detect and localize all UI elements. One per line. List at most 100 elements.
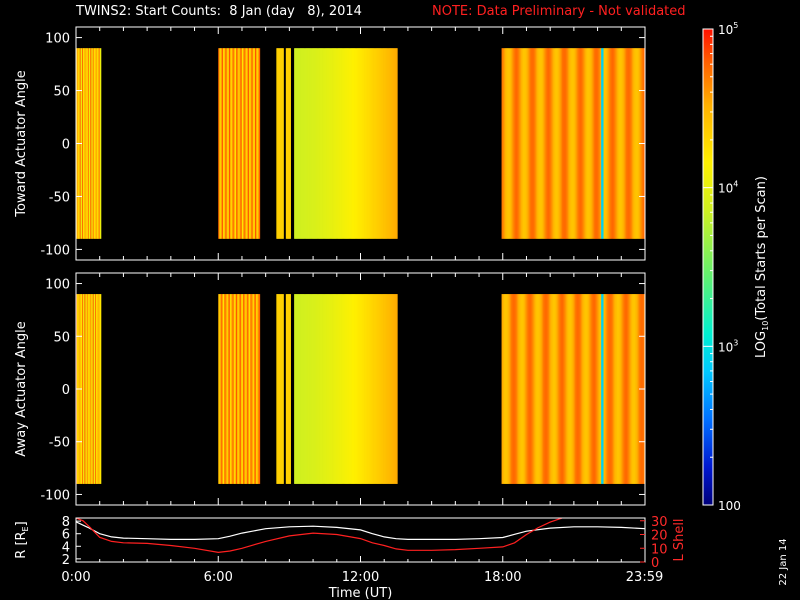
- heat-cell: [621, 48, 623, 239]
- heat-cell: [278, 294, 281, 484]
- heat-cell: [505, 294, 507, 484]
- heat-cell: [332, 48, 334, 239]
- heat-cell: [548, 48, 551, 239]
- heat-cell: [547, 48, 550, 239]
- heat-cell: [340, 48, 342, 239]
- heat-cell: [371, 294, 373, 484]
- heat-cell: [608, 294, 610, 484]
- heat-cell: [333, 48, 335, 239]
- heat-cell: [508, 294, 511, 484]
- heat-cell: [637, 294, 640, 484]
- heat-cell: [586, 48, 589, 239]
- heat-cell: [256, 294, 258, 484]
- heat-cell: [249, 48, 251, 239]
- heat-cell: [599, 48, 602, 239]
- heat-cell: [624, 294, 627, 484]
- heat-cell: [297, 294, 300, 484]
- heat-cell: [508, 48, 511, 239]
- heat-cell: [93, 294, 96, 484]
- y-tick-label: 0: [62, 138, 70, 153]
- heat-cell: [515, 294, 518, 484]
- heat-cell: [524, 294, 526, 484]
- heat-cell: [519, 48, 521, 239]
- y-tick-right-label: 30: [651, 515, 668, 530]
- heat-cell: [630, 294, 633, 484]
- heat-cell: [255, 48, 257, 239]
- heat-cell: [94, 294, 97, 484]
- heat-cell: [388, 294, 391, 484]
- heat-cell: [218, 48, 220, 239]
- heat-cell: [328, 294, 331, 484]
- heat-cell: [360, 294, 363, 484]
- heat-cell: [323, 294, 326, 484]
- heat-cell: [554, 294, 557, 484]
- heat-cell: [617, 294, 620, 484]
- heat-cell: [366, 48, 369, 239]
- y-tick-label: 50: [53, 85, 70, 100]
- x-tick-label: 18:00: [484, 570, 521, 585]
- heat-cell: [620, 294, 622, 484]
- heat-cell: [233, 294, 236, 484]
- colorbar-tick-label: 103: [718, 338, 738, 354]
- heat-cell: [337, 48, 340, 239]
- heat-cell: [304, 48, 307, 239]
- heat-cell: [381, 294, 384, 484]
- heat-cell: [354, 48, 357, 239]
- heat-cell: [257, 48, 259, 239]
- heat-cell: [279, 48, 282, 239]
- data-block: [294, 48, 398, 239]
- heat-cell: [276, 48, 278, 239]
- heat-cell: [92, 294, 95, 484]
- heat-cell: [281, 48, 283, 239]
- heat-cell: [533, 294, 536, 484]
- heat-cell: [224, 294, 226, 484]
- heat-cell: [591, 48, 594, 239]
- heat-cell: [634, 48, 636, 239]
- heat-cell: [527, 48, 530, 239]
- heat-cell: [375, 48, 378, 239]
- heat-cell: [635, 48, 638, 239]
- heat-cell: [366, 294, 369, 484]
- colorbar-tick-label: 104: [718, 180, 738, 196]
- heat-cell: [622, 48, 625, 239]
- heat-cell: [302, 294, 304, 484]
- heat-cell: [578, 48, 581, 239]
- heat-cell: [343, 294, 346, 484]
- heat-cell: [257, 294, 259, 484]
- heat-cell: [579, 48, 582, 239]
- heat-cell: [635, 294, 638, 484]
- heat-cell: [356, 48, 359, 239]
- heat-cell: [602, 48, 604, 239]
- heat-cell: [255, 294, 257, 484]
- heat-cell: [355, 294, 358, 484]
- heat-cell: [594, 48, 596, 239]
- heat-cell: [538, 48, 540, 239]
- heat-cell: [610, 48, 613, 239]
- heat-cell: [240, 48, 243, 239]
- heat-cell: [87, 48, 90, 239]
- heat-cell: [324, 294, 327, 484]
- heat-cell: [305, 48, 308, 239]
- heat-cell: [379, 48, 382, 239]
- heat-cell: [94, 48, 97, 239]
- heat-cell: [553, 48, 556, 239]
- heat-cell: [295, 48, 297, 239]
- heat-cell: [313, 48, 315, 239]
- heat-cell: [507, 48, 510, 239]
- heat-cell: [333, 294, 335, 484]
- heat-cell: [592, 294, 595, 484]
- heat-cell: [89, 294, 91, 484]
- heat-cell: [277, 48, 280, 239]
- heat-cell: [633, 294, 635, 484]
- heat-cell: [239, 294, 242, 484]
- heat-cell: [289, 294, 291, 484]
- heat-cell: [503, 48, 506, 239]
- y-tick-label: 100: [45, 32, 70, 47]
- heat-cell: [509, 294, 512, 484]
- heat-cell: [244, 48, 246, 239]
- x-axis-label: Time (UT): [328, 586, 393, 600]
- y-tick-label: -50: [49, 436, 70, 451]
- heat-cell: [241, 294, 244, 484]
- heat-cell: [567, 294, 570, 484]
- chart-title: TWINS2: Start Counts: 8 Jan (day 8), 201…: [76, 4, 362, 19]
